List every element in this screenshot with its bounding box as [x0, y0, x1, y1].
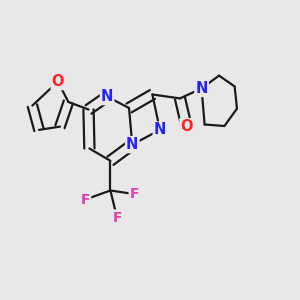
- Text: O: O: [180, 119, 193, 134]
- Text: N: N: [154, 122, 166, 137]
- Text: F: F: [130, 187, 139, 201]
- Text: O: O: [52, 74, 64, 89]
- Text: F: F: [112, 211, 122, 224]
- Text: N: N: [195, 81, 208, 96]
- Text: N: N: [126, 137, 139, 152]
- Text: N: N: [101, 89, 113, 104]
- Text: F: F: [81, 193, 90, 206]
